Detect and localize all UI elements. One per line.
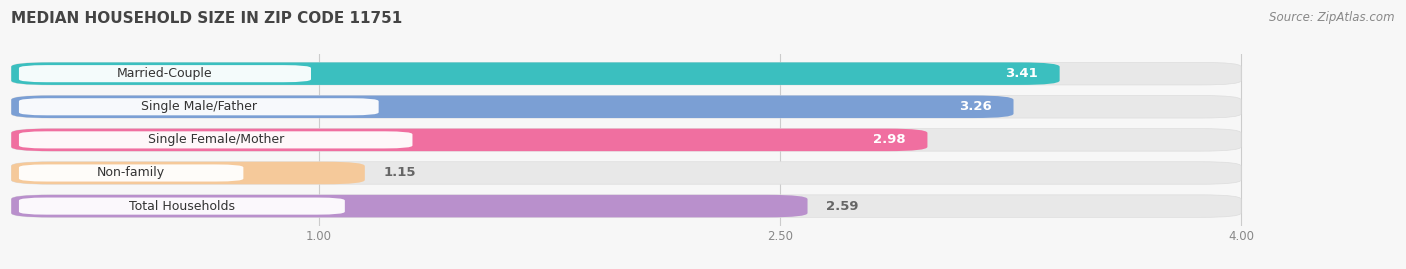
Text: 3.41: 3.41: [1005, 67, 1038, 80]
FancyBboxPatch shape: [18, 164, 243, 182]
Text: 3.26: 3.26: [959, 100, 993, 113]
FancyBboxPatch shape: [11, 195, 807, 217]
FancyBboxPatch shape: [11, 95, 1014, 118]
FancyBboxPatch shape: [18, 131, 412, 148]
FancyBboxPatch shape: [11, 129, 1241, 151]
Text: Total Households: Total Households: [129, 200, 235, 213]
Text: Single Female/Mother: Single Female/Mother: [148, 133, 284, 146]
Text: Non-family: Non-family: [97, 167, 166, 179]
FancyBboxPatch shape: [11, 95, 1241, 118]
FancyBboxPatch shape: [11, 62, 1060, 85]
Text: Married-Couple: Married-Couple: [117, 67, 212, 80]
Text: Source: ZipAtlas.com: Source: ZipAtlas.com: [1270, 11, 1395, 24]
Text: 2.98: 2.98: [873, 133, 905, 146]
FancyBboxPatch shape: [11, 162, 364, 184]
FancyBboxPatch shape: [11, 62, 1241, 85]
Text: 2.59: 2.59: [825, 200, 859, 213]
Text: Single Male/Father: Single Male/Father: [141, 100, 257, 113]
FancyBboxPatch shape: [18, 98, 378, 115]
FancyBboxPatch shape: [11, 129, 928, 151]
FancyBboxPatch shape: [11, 195, 1241, 217]
FancyBboxPatch shape: [18, 197, 344, 215]
FancyBboxPatch shape: [11, 162, 1241, 184]
Text: 1.15: 1.15: [384, 167, 416, 179]
Text: MEDIAN HOUSEHOLD SIZE IN ZIP CODE 11751: MEDIAN HOUSEHOLD SIZE IN ZIP CODE 11751: [11, 11, 402, 26]
FancyBboxPatch shape: [18, 65, 311, 82]
